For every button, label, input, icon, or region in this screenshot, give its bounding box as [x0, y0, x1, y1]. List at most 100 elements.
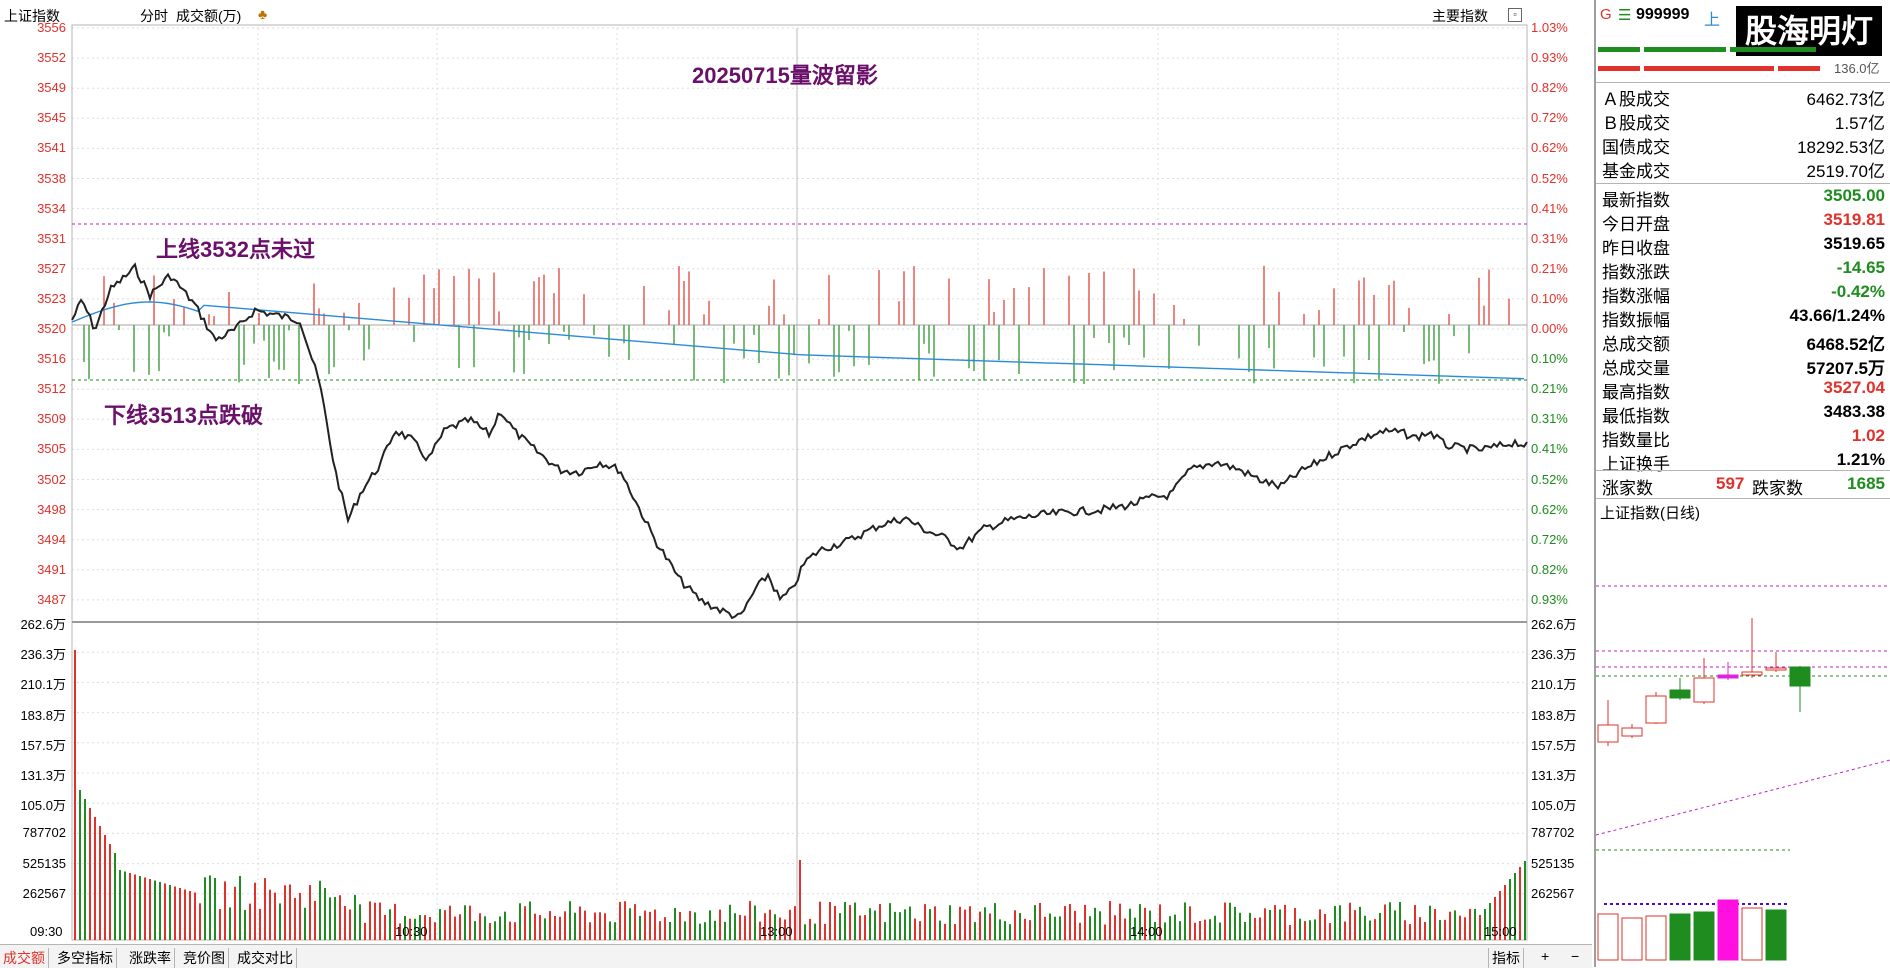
price-tick-left: 3505	[37, 441, 66, 457]
quote-value: 57207.5万	[1806, 359, 1885, 378]
expand-icon[interactable]: ▫	[1508, 8, 1522, 22]
index-name-short: 上	[1704, 12, 1721, 29]
quote-row: 总成交量 57207.5万	[1602, 354, 1885, 378]
quote-value: 3505.00	[1823, 186, 1885, 205]
intraday-chart[interactable]	[0, 0, 1592, 944]
volume-tick-right: 525135	[1531, 855, 1575, 871]
price-tick-left: 3491	[37, 561, 66, 577]
price-tick-left: 3552	[37, 50, 66, 66]
annotation-title: 20250715量波留影	[692, 63, 878, 88]
price-tick-left: 3502	[37, 471, 66, 487]
volume-tick-right: 105.0万	[1531, 798, 1577, 814]
tab-turnover[interactable]: 成交额	[0, 948, 49, 968]
turnover-value: 1.57亿	[1834, 114, 1885, 133]
daily-volume-bar	[1645, 915, 1667, 961]
menu-icon[interactable]: ☰	[1618, 7, 1632, 24]
volume-tick-right: 236.3万	[1531, 647, 1577, 663]
volume-tick-left: 262.6万	[20, 617, 66, 632]
quote-label: 指数涨跌	[1602, 263, 1670, 282]
index-code: 999999	[1636, 6, 1690, 23]
quote-row: 上证换手 1.21%	[1602, 450, 1885, 474]
price-tick-right: 0.82%	[1531, 80, 1568, 96]
index-name[interactable]: 上证指数	[4, 8, 60, 24]
price-tick-left: 3545	[37, 110, 66, 126]
quote-label: 最新指数	[1602, 191, 1670, 210]
price-tick-right: 0.72%	[1531, 110, 1568, 126]
quote-label: 指数量比	[1602, 431, 1670, 450]
quote-label: 最低指数	[1602, 407, 1670, 426]
volume-tick-left: 210.1万	[20, 677, 66, 693]
daily-volume-bar	[1717, 899, 1739, 961]
mode-label[interactable]: 分时	[140, 8, 168, 24]
volume-tick-right: 157.5万	[1531, 737, 1577, 753]
daily-volume-bar	[1693, 911, 1715, 961]
quote-row: 最高指数 3527.04	[1602, 378, 1885, 402]
daily-candle-body	[1789, 666, 1811, 687]
volume-tick-left: 183.8万	[20, 707, 66, 723]
quote-row: 今日开盘 3519.81	[1602, 210, 1885, 234]
price-tick-right: 0.41%	[1531, 441, 1568, 457]
indicator-button[interactable]: 指标	[1488, 948, 1524, 968]
metric-label[interactable]: 成交额(万)	[176, 8, 242, 24]
ratio-bars-2: 136.0亿	[1596, 58, 1888, 78]
g-badge[interactable]: G	[1600, 6, 1612, 23]
time-tick: 10:30	[395, 924, 428, 939]
turnover-value: 2519.70亿	[1806, 162, 1885, 181]
time-tick: 14:00	[1130, 924, 1163, 939]
daily-candle-body	[1765, 667, 1787, 671]
quote-label: 最高指数	[1602, 383, 1670, 402]
quote-row: 昨日收盘 3519.65	[1602, 234, 1885, 258]
price-tick-right: 0.31%	[1531, 411, 1568, 427]
daily-kline-chart[interactable]	[1596, 520, 1890, 965]
time-tick: 15:00	[1484, 924, 1517, 939]
volume-tick-left: 262567	[22, 885, 66, 901]
volume-tick-right: 210.1万	[1531, 677, 1577, 693]
daily-chart-title: 上证指数(日线)	[1600, 505, 1700, 522]
volume-tick-right: 262567	[1531, 885, 1575, 901]
zoom-in-button[interactable]: +	[1541, 948, 1550, 964]
quote-row: 总成交额 6468.52亿	[1602, 330, 1885, 354]
zoom-out-button[interactable]: −	[1571, 948, 1580, 964]
tab-turnover-compare[interactable]: 成交对比	[234, 948, 297, 968]
price-tick-left: 3494	[37, 531, 66, 547]
price-tick-right: 0.10%	[1531, 290, 1568, 306]
time-tick: 09:30	[30, 924, 63, 939]
quote-row: 最新指数 3505.00	[1602, 186, 1885, 210]
quote-value: -0.42%	[1831, 282, 1885, 301]
price-tick-left: 3523	[37, 290, 66, 306]
breadth-row: 涨家数 597 跌家数 1685	[1602, 474, 1885, 498]
price-tick-right: 0.82%	[1531, 561, 1568, 577]
volume-tick-left: 157.5万	[20, 737, 66, 753]
quote-value: 3483.38	[1823, 402, 1885, 421]
price-tick-right: 0.52%	[1531, 471, 1568, 487]
annotation-lower: 下线3513点跌破	[104, 403, 263, 428]
daily-volume-bar	[1765, 909, 1787, 961]
daily-volume-bar	[1741, 907, 1763, 961]
tab-auction[interactable]: 竞价图	[180, 948, 229, 968]
price-tick-left: 3531	[37, 230, 66, 246]
volume-tick-left: 525135	[22, 855, 66, 871]
quote-label: 昨日收盘	[1602, 239, 1670, 258]
daily-candle-body	[1741, 671, 1763, 676]
main-indicator-button[interactable]: 主要指数	[1432, 8, 1488, 24]
volume-tick-left: 787702	[22, 825, 66, 841]
quote-value: -14.65	[1836, 258, 1885, 277]
up-count-value: 597	[1716, 474, 1745, 493]
turnover-row: 国债成交 18292.53亿	[1602, 133, 1885, 157]
quote-value: 3519.65	[1823, 234, 1885, 253]
tab-long-short[interactable]: 多空指标	[54, 948, 117, 968]
indicator-tabs: 成交额 多空指标 涨跌率 竞价图 成交对比 指标 + −	[0, 944, 1592, 968]
small-value: 136.0亿	[1834, 61, 1880, 76]
turnover-value: 6462.73亿	[1806, 90, 1885, 109]
time-tick: 13:00	[760, 924, 793, 939]
daily-candle-body	[1717, 674, 1739, 679]
turnover-label: 基金成交	[1602, 162, 1670, 181]
tab-advance-rate[interactable]: 涨跌率	[126, 948, 175, 968]
turnover-row: Ａ股成交 6462.73亿	[1602, 85, 1885, 109]
bell-icon[interactable]: ♣	[258, 6, 268, 22]
price-tick-left: 3541	[37, 140, 66, 156]
price-tick-left: 3520	[37, 321, 66, 336]
daily-candle-body	[1597, 724, 1619, 743]
down-count-label: 跌家数	[1752, 479, 1803, 498]
daily-trend-line	[1596, 759, 1890, 836]
